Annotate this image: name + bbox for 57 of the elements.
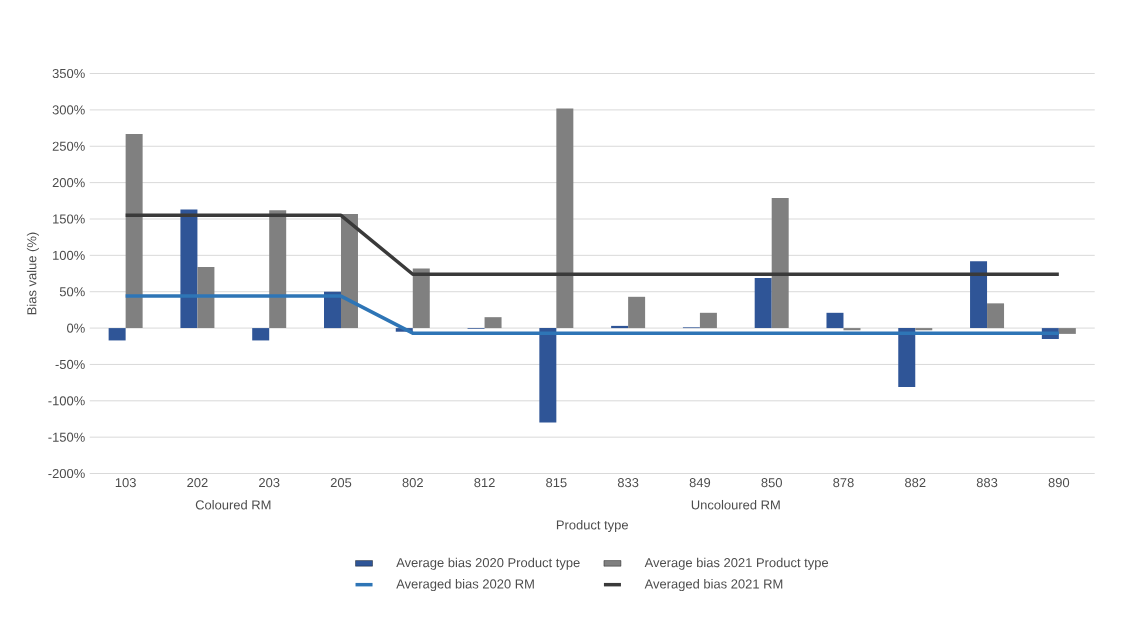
y-tick-label: 50% [59,287,85,297]
bar [754,277,772,329]
y-tick-label: 100% [53,250,85,260]
bar [484,317,502,329]
y-tick-label: 350% [52,68,85,79]
x-tick-label: 850 [761,478,782,488]
bar [556,108,574,329]
y-tick-label: 250% [52,141,85,151]
text: Coloured RM [195,499,271,510]
bar [180,209,198,329]
legend-label: Average bias 2020 Product type [396,557,580,570]
x-tick-label: 833 [617,478,639,488]
y-tick-label: 300% [52,105,85,115]
y-tick-label: -200% [48,468,85,479]
x-tick-label: 815 [546,478,567,488]
y-tick-label: 200% [52,178,85,188]
y-tick-label: 0% [67,323,85,333]
bar [915,328,933,331]
y-tick-label: -50% [55,359,85,370]
bar [125,133,143,329]
legend-label: Averaged bias 2020 RM [396,579,534,592]
bar [340,213,358,329]
bar [252,328,270,341]
bar [628,296,646,329]
bar [826,312,844,329]
x-tick-label: 802 [402,478,423,488]
x-tick-label: 203 [259,478,280,488]
x-tick-label: 890 [1048,478,1070,488]
x-tick-label: 878 [833,478,854,488]
legend-label: Averaged bias 2021 RM [644,579,783,592]
bar [412,268,430,329]
x-tick-label: 812 [474,478,495,488]
x-tick-label: 202 [187,478,208,488]
x-tick-label: 103 [115,478,136,488]
bar [843,328,861,331]
y-axis-title: Bias value (%) [26,232,39,315]
y-tick-label: -100% [48,396,85,406]
x-axis-title: Product type [556,519,628,533]
bar [970,261,988,329]
text: Uncoloured RM [691,499,780,510]
bar [269,210,287,329]
bar [771,197,789,329]
legend-label: Average bias 2021 Product type [644,557,829,570]
bar [611,325,629,329]
x-tick-label: 849 [689,478,711,488]
bar [108,328,126,341]
x-tick-label: 882 [905,478,926,488]
y-tick-label: 150% [53,214,85,224]
bar [987,303,1005,329]
bar [1058,328,1076,334]
x-tick-label: 205 [330,478,352,488]
bar [539,328,557,423]
y-tick-label: -150% [48,432,85,442]
x-tick-label: 883 [976,478,998,488]
bar [699,312,717,329]
bar [898,328,916,387]
bar [197,266,215,329]
